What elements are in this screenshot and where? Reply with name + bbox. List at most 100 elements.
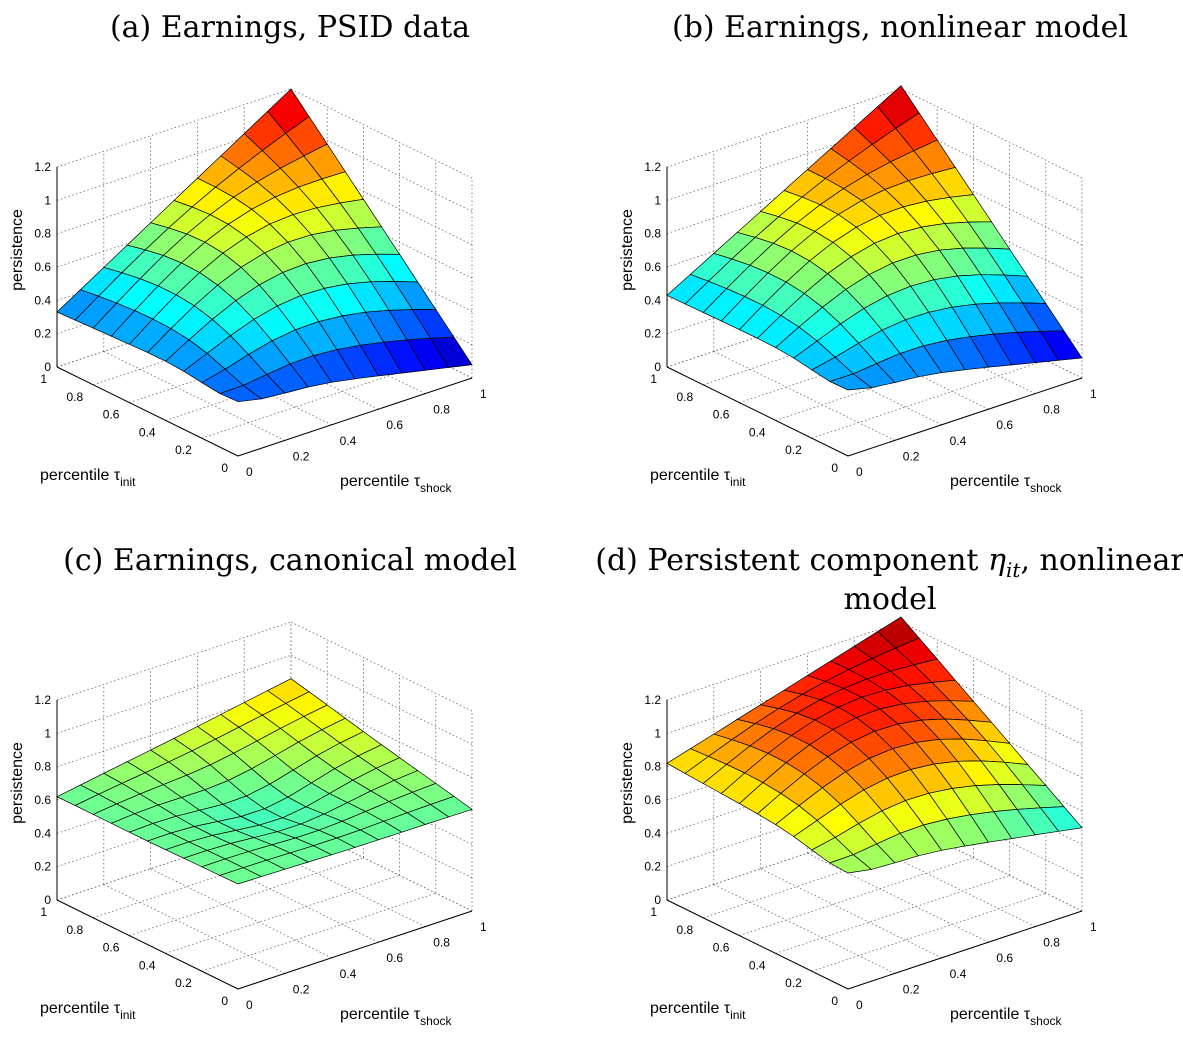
y-tick-label: 0.2 <box>175 443 192 457</box>
y-tick-label: 0.8 <box>677 923 694 937</box>
z-tick-label: 0.6 <box>34 260 51 274</box>
x-tick-label: 0.8 <box>433 403 450 417</box>
x-tick-label: 0.2 <box>293 449 310 463</box>
title-suffix: , nonlinear model <box>843 543 1183 617</box>
panel-title: (a) Earnings, PSID data <box>10 10 570 45</box>
axes <box>666 167 1083 457</box>
y-tick-label: 0.6 <box>713 408 730 422</box>
panel-a: (a) Earnings, PSID data 0 0.2 0.4 0.6 0.8 1 1.… <box>9 0 570 505</box>
y-tick-label: 1 <box>650 905 657 919</box>
axes <box>666 700 1083 990</box>
y-tick-label: 0.4 <box>139 425 156 439</box>
y-tick-label: 1 <box>650 372 657 386</box>
z-tick-label: 0.4 <box>34 826 51 840</box>
surface <box>56 678 473 885</box>
x-tick-label: 0.6 <box>996 951 1013 965</box>
y-tick-label: 1 <box>40 905 47 919</box>
x-tick-label: 0.4 <box>950 434 967 448</box>
x-tick-label: 0.6 <box>386 951 403 965</box>
surface-plot: 00.20.40.60.811.200.20.40.60.8100.20.40.… <box>619 85 1097 495</box>
surface <box>56 88 473 403</box>
x-axis-label: percentile τshock <box>340 473 452 495</box>
surface-patch <box>828 373 873 391</box>
x-tick-label: 0.8 <box>1043 936 1060 950</box>
z-tick-label: 0.4 <box>644 293 661 307</box>
x-tick-label: 0.2 <box>903 982 920 996</box>
z-tick-label: 0.6 <box>644 260 661 274</box>
surface-plot: 00.20.40.60.811.200.20.40.60.8100.20.40.… <box>9 621 487 1028</box>
z-axis-label: persistence <box>9 209 26 291</box>
x-tick-label: 0 <box>246 998 253 1012</box>
y-axis-label: percentile τinit <box>650 1000 746 1022</box>
panel-title: (b) Earnings, nonlinear model <box>620 10 1180 45</box>
z-tick-label: 0.2 <box>644 860 661 874</box>
surface-plot: 00.20.40.60.811.200.20.40.60.8100.20.40.… <box>619 616 1097 1028</box>
z-tick-label: 0.4 <box>34 293 51 307</box>
y-tick-label: 1 <box>40 372 47 386</box>
surface-patch <box>829 854 873 874</box>
x-tick-label: 0.2 <box>903 449 920 463</box>
panel-b: (b) Earnings, nonlinear model 0 0.2 0.4 0.6… <box>619 0 1180 505</box>
panel-d: (d) Persistent component ηit, nonlinear … <box>595 533 1183 1038</box>
title-text: (a) Earnings, PSID data <box>109 10 471 45</box>
title-text: (c) Earnings, canonical model <box>63 543 517 578</box>
y-tick-label: 0 <box>831 994 838 1008</box>
y-tick-label: 0.8 <box>67 390 84 404</box>
z-tick-label: 1 <box>654 726 661 740</box>
z-axis-label: persistence <box>9 742 26 824</box>
tick-labels: 00.20.40.60.811.200.20.40.60.8100.20.40.… <box>644 160 1097 479</box>
z-tick-label: 0 <box>654 893 661 907</box>
z-tick-label: 0.8 <box>34 760 51 774</box>
z-tick-label: 0.8 <box>644 760 661 774</box>
z-tick-label: 0 <box>44 360 51 374</box>
z-tick-label: 0.2 <box>34 327 51 341</box>
y-tick-label: 0 <box>221 461 228 475</box>
x-tick-label: 0.6 <box>386 418 403 432</box>
x-tick-label: 1 <box>1090 387 1097 401</box>
title-math-sub: it <box>1006 558 1021 582</box>
panel-title: (c) Earnings, canonical model <box>10 543 570 578</box>
x-tick-label: 0.4 <box>340 967 357 981</box>
x-tick-label: 0.6 <box>996 418 1013 432</box>
z-tick-label: 1.2 <box>644 160 661 174</box>
surface-plot: 00.20.40.60.811.200.20.40.60.8100.20.40.… <box>9 88 487 495</box>
x-axis-label: percentile τshock <box>340 1006 452 1028</box>
surface <box>666 616 1083 874</box>
x-tick-label: 0 <box>856 998 863 1012</box>
x-tick-label: 0.2 <box>293 982 310 996</box>
y-tick-label: 0.2 <box>785 443 802 457</box>
tick-labels: 00.20.40.60.811.200.20.40.60.8100.20.40.… <box>644 693 1097 1012</box>
x-tick-label: 1 <box>1090 920 1097 934</box>
z-tick-label: 0.4 <box>644 826 661 840</box>
z-tick-label: 1 <box>44 726 51 740</box>
surface-patch <box>218 867 263 885</box>
surface <box>666 85 1083 391</box>
z-axis-label: persistence <box>619 209 636 291</box>
y-axis-label: percentile τinit <box>40 467 136 489</box>
y-tick-label: 0.6 <box>103 941 120 955</box>
z-tick-label: 0.2 <box>34 860 51 874</box>
z-tick-label: 0.8 <box>644 227 661 241</box>
y-tick-label: 0.4 <box>749 958 766 972</box>
y-tick-label: 0 <box>221 994 228 1008</box>
panel-title: (d) Persistent component ηit, nonlinear … <box>580 543 1183 617</box>
x-tick-label: 1 <box>480 387 487 401</box>
z-tick-label: 0.6 <box>644 793 661 807</box>
y-tick-label: 0.4 <box>749 425 766 439</box>
axes <box>56 700 473 990</box>
y-tick-label: 0.6 <box>713 941 730 955</box>
z-tick-label: 0.8 <box>34 227 51 241</box>
y-tick-label: 0.4 <box>139 958 156 972</box>
surface-patch <box>218 385 263 403</box>
z-tick-label: 0.6 <box>34 793 51 807</box>
z-tick-label: 1 <box>44 193 51 207</box>
z-tick-label: 1.2 <box>34 693 51 707</box>
x-axis-label: percentile τshock <box>950 473 1062 495</box>
x-axis-label: percentile τshock <box>950 1006 1062 1028</box>
x-tick-label: 0 <box>246 465 253 479</box>
panel-c: (c) Earnings, canonical model 0 0.2 0.4 0.6… <box>9 533 570 1038</box>
x-tick-label: 1 <box>480 920 487 934</box>
y-axis-label: percentile τinit <box>40 1000 136 1022</box>
y-axis-label: percentile τinit <box>650 467 746 489</box>
x-tick-label: 0.8 <box>433 936 450 950</box>
